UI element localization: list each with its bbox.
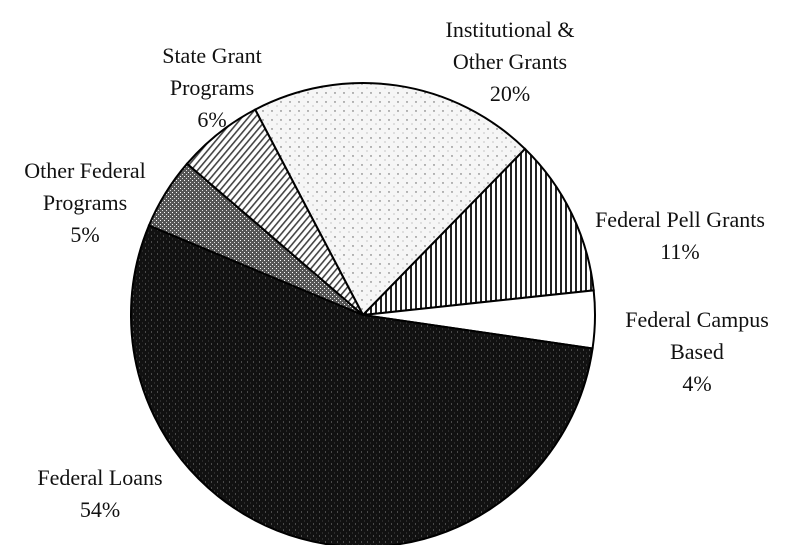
slice-label: Federal Loans 54% [10, 462, 190, 526]
pie-slice [130, 224, 594, 545]
category-label: Federal Pell Grants [595, 207, 765, 232]
category-label: Federal Loans [37, 465, 163, 490]
value-label: 54% [79, 497, 121, 522]
value-label: 5% [70, 222, 100, 247]
category-label: Other Federal Programs [24, 158, 146, 215]
slice-label: Federal Pell Grants 11% [565, 204, 788, 268]
value-label: 20% [489, 81, 531, 106]
slice-label: Federal Campus Based 4% [610, 304, 785, 400]
category-label: State Grant Programs [162, 43, 262, 100]
slice-label: Other Federal Programs 5% [5, 155, 165, 251]
slice-label: Institutional & Other Grants 20% [425, 14, 595, 110]
slice-label: State Grant Programs 6% [152, 40, 272, 136]
value-label: 6% [197, 107, 227, 132]
category-label: Federal Campus Based [625, 307, 769, 364]
pie-slice [253, 82, 527, 317]
pie-slice [185, 108, 364, 316]
value-label: 4% [682, 371, 712, 396]
category-label: Institutional & Other Grants [445, 17, 575, 74]
value-label: 11% [660, 239, 700, 264]
pie-slice [360, 147, 595, 317]
